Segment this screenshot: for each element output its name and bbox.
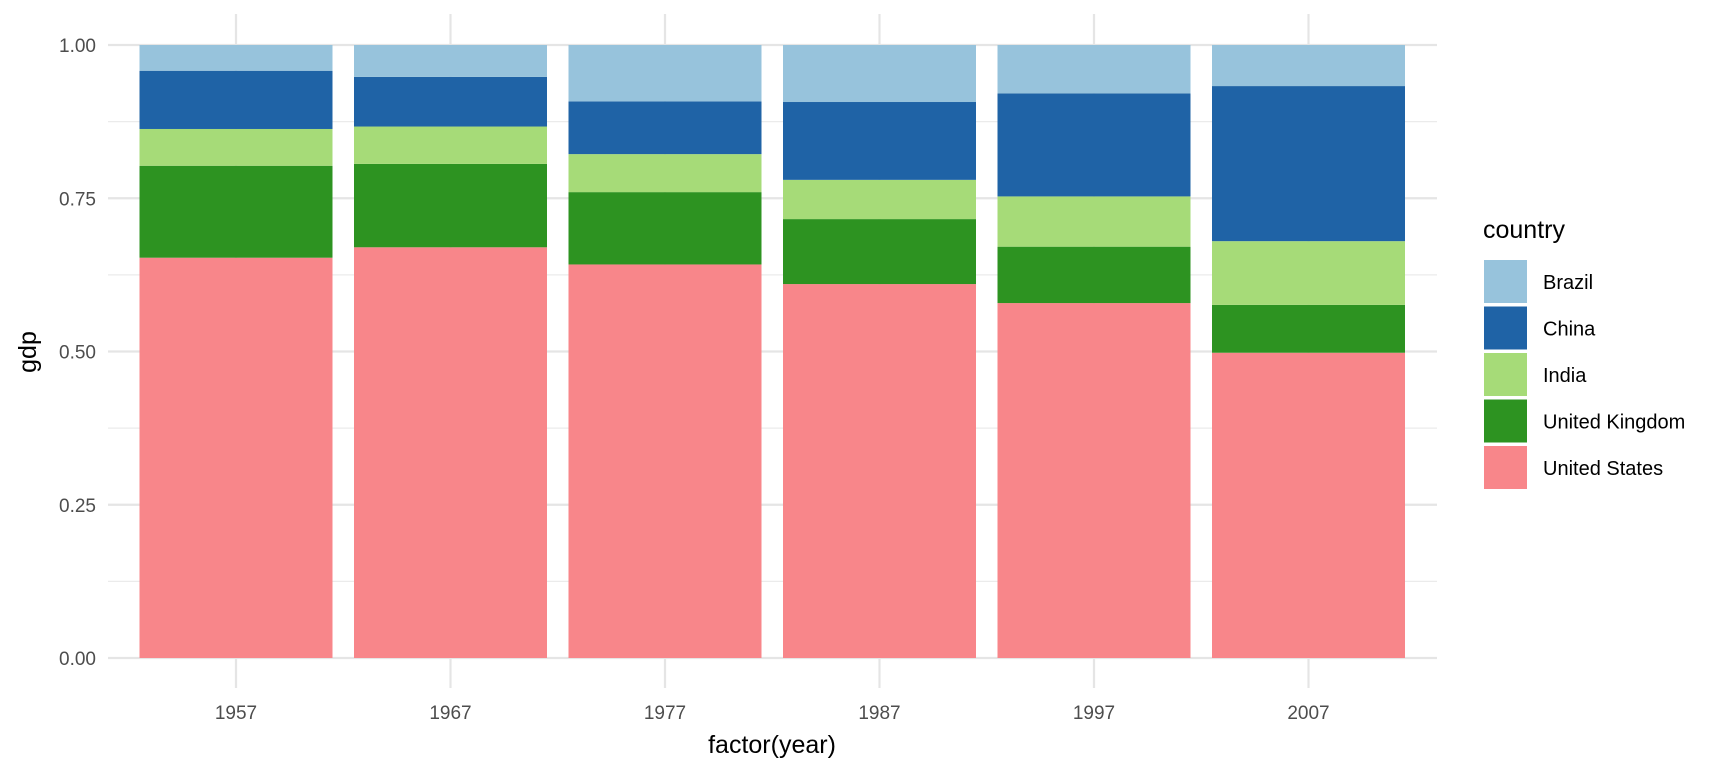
bar-segment-brazil-2007 [1212, 45, 1405, 87]
bar-segment-india-1987 [783, 179, 976, 220]
bar-segment-united-kingdom-1987 [783, 219, 976, 285]
legend-label: India [1543, 365, 1587, 387]
bar-segment-united-kingdom-1967 [354, 163, 547, 248]
y-tick-label: 0.50 [59, 343, 96, 364]
legend-swatch-india [1484, 353, 1527, 396]
legend-label: United Kingdom [1543, 412, 1685, 434]
legend-swatch-united-kingdom [1484, 399, 1527, 443]
x-axis-title: factor(year) [708, 731, 836, 759]
legend-label: Brazil [1543, 272, 1593, 294]
bar-segment-india-1977 [568, 154, 762, 193]
x-tick-label: 1967 [429, 703, 471, 724]
bar-segment-brazil-1987 [783, 45, 976, 103]
x-tick-label: 1987 [858, 703, 900, 724]
bar-segment-united-states-1957 [139, 257, 333, 658]
y-tick-label: 1.00 [59, 36, 96, 57]
legend-label: China [1543, 319, 1596, 341]
y-axis-ticks: 0.00 0.25 0.50 0.75 1.00 [59, 36, 96, 670]
x-axis-ticks: 1957 1967 1977 1987 1997 2007 [215, 703, 1330, 724]
x-tick-label: 1957 [215, 703, 257, 724]
bar-segment-united-states-2007 [1212, 352, 1405, 658]
legend-swatch-united-states [1484, 446, 1527, 489]
legend-label: United States [1543, 458, 1663, 480]
bars [139, 45, 1405, 659]
bar-segment-united-kingdom-1977 [568, 192, 762, 265]
x-tick-label: 1977 [644, 703, 686, 724]
bar-segment-brazil-1957 [139, 45, 333, 71]
bar-segment-china-1977 [568, 101, 762, 155]
bar-segment-united-kingdom-2007 [1212, 304, 1405, 353]
bar-segment-united-states-1977 [568, 264, 762, 658]
bar-segment-brazil-1977 [568, 45, 762, 102]
y-tick-label: 0.75 [59, 189, 96, 210]
bar-segment-india-1997 [997, 196, 1191, 247]
bar-segment-united-kingdom-1997 [997, 246, 1191, 304]
bar-segment-china-1987 [783, 102, 976, 180]
bar-segment-united-kingdom-1957 [139, 165, 333, 258]
legend-swatch-brazil [1484, 260, 1527, 303]
bar-segment-united-states-1987 [783, 284, 976, 658]
legend-swatch-china [1484, 306, 1527, 350]
legend-title: country [1483, 216, 1565, 244]
bar-segment-united-states-1997 [997, 303, 1191, 658]
bar-segment-brazil-1967 [354, 45, 547, 77]
bar-segment-china-1967 [354, 76, 547, 127]
bar-segment-china-1957 [139, 70, 333, 129]
bar-segment-india-1957 [139, 128, 333, 166]
x-tick-label: 2007 [1287, 703, 1329, 724]
bar-segment-india-2007 [1212, 241, 1405, 305]
y-axis-title: gdp [14, 331, 42, 373]
legend: country Brazil China India United Kingdom Un… [1483, 216, 1685, 489]
bar-segment-china-2007 [1212, 86, 1405, 242]
x-tick-label: 1997 [1073, 703, 1115, 724]
bar-segment-india-1967 [354, 126, 547, 164]
bar-segment-united-states-1967 [354, 247, 547, 659]
y-tick-label: 0.25 [59, 496, 96, 517]
y-tick-label: 0.00 [59, 649, 96, 670]
bar-segment-china-1997 [997, 93, 1191, 197]
bar-segment-brazil-1997 [997, 45, 1191, 94]
